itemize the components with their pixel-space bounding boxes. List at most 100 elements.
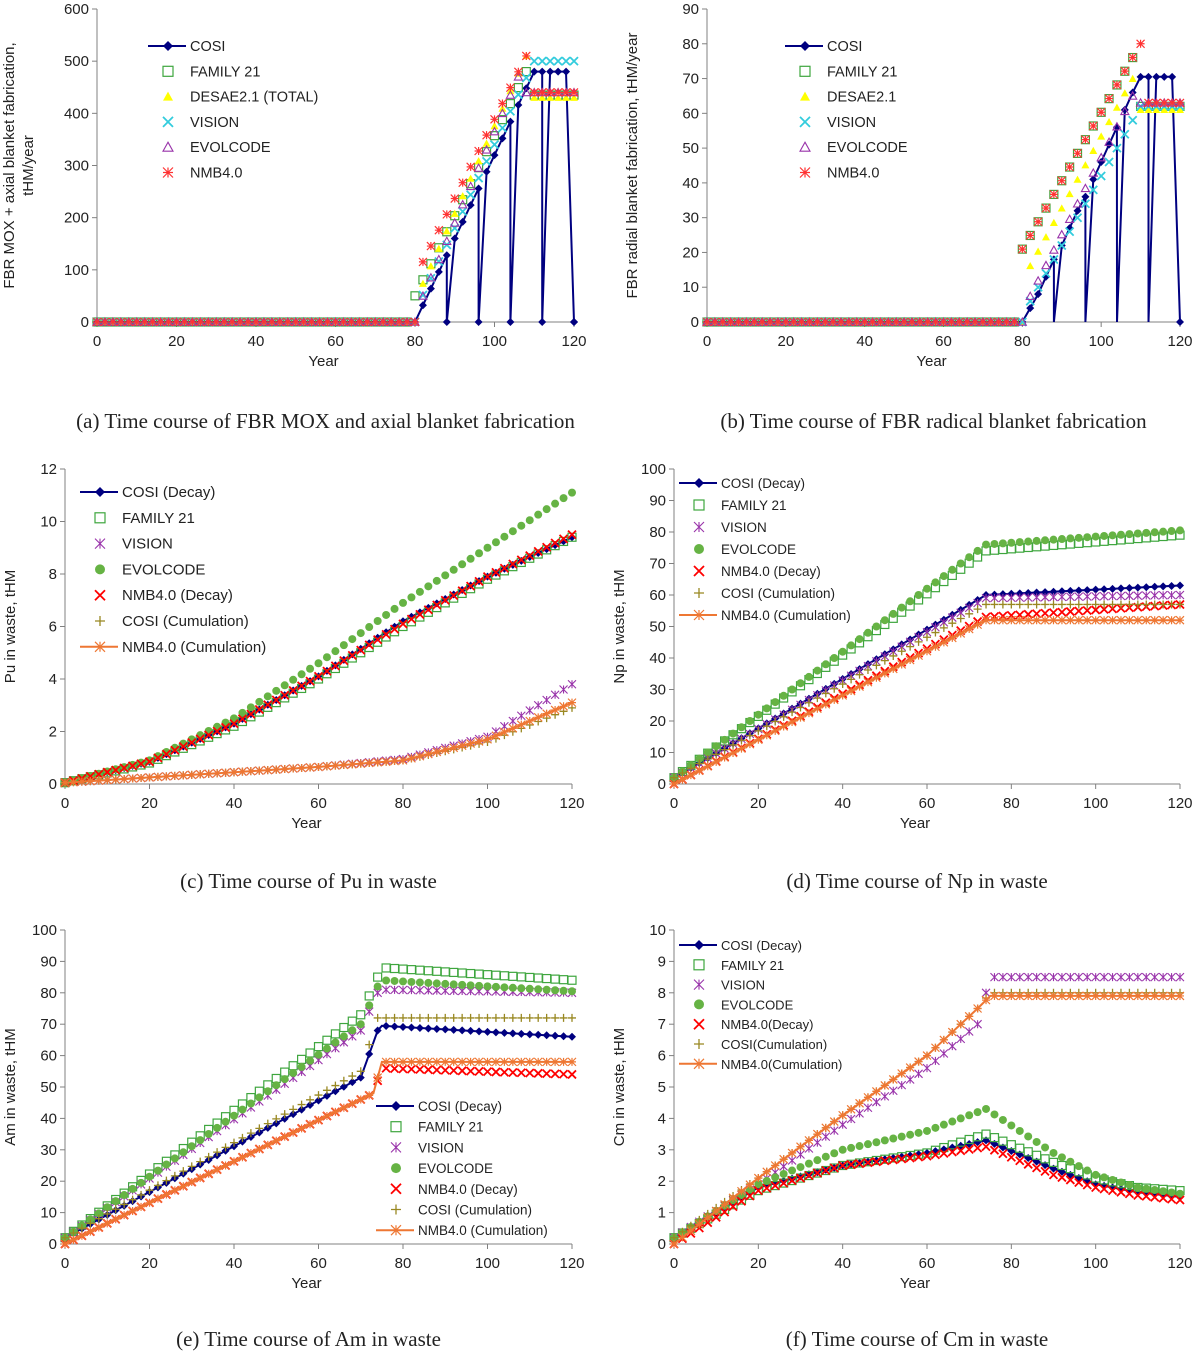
data-point — [542, 695, 552, 705]
data-point — [558, 975, 569, 985]
data-point — [500, 1013, 509, 1022]
data-point — [1015, 1156, 1025, 1166]
data-point — [516, 972, 526, 982]
data-point — [525, 716, 535, 726]
data-point — [204, 1130, 213, 1139]
x-axis-label: Year — [291, 1275, 321, 1292]
data-point — [533, 1057, 543, 1067]
data-point — [449, 1065, 459, 1076]
data-point — [1074, 1162, 1083, 1171]
data-point — [745, 739, 755, 749]
y-tick-label: 30 — [649, 682, 666, 699]
data-point — [1150, 615, 1160, 625]
data-point — [381, 629, 391, 640]
data-point — [346, 317, 356, 327]
data-point — [132, 317, 142, 327]
data-point — [221, 1117, 230, 1126]
data-point — [534, 549, 543, 557]
data-point — [517, 984, 526, 993]
data-point — [694, 766, 704, 776]
data-point — [491, 731, 501, 741]
data-point — [373, 616, 382, 625]
data-point — [219, 317, 229, 327]
data-point — [914, 1069, 923, 1079]
data-point — [546, 67, 555, 76]
data-point — [998, 991, 1008, 1001]
data-point — [1158, 590, 1168, 600]
data-point — [1166, 1194, 1177, 1204]
data-point — [398, 1057, 408, 1067]
y-tick-label: 20 — [649, 713, 666, 730]
data-point — [1057, 592, 1067, 602]
data-point — [434, 256, 444, 267]
data-point — [964, 1144, 974, 1154]
data-point — [754, 726, 763, 735]
data-point — [998, 972, 1008, 982]
data-point — [1057, 204, 1066, 212]
data-point — [981, 995, 991, 1005]
data-point — [457, 1057, 467, 1067]
data-point — [521, 87, 532, 97]
y-tick-label: 10 — [649, 745, 666, 762]
y-tick-label: 80 — [682, 36, 699, 53]
data-point — [399, 977, 407, 986]
data-point — [508, 1013, 517, 1022]
data-point — [1073, 206, 1082, 215]
data-point — [762, 730, 772, 740]
data-point — [69, 1228, 78, 1237]
x-tick-label: 80 — [1003, 795, 1020, 812]
data-point — [211, 317, 221, 327]
legend-swatch-marker — [693, 1058, 705, 1070]
data-point — [322, 1111, 332, 1121]
data-point — [482, 571, 493, 582]
data-point — [538, 93, 547, 101]
data-point — [1159, 600, 1168, 609]
legend-swatch-marker — [694, 940, 704, 950]
data-point — [880, 1155, 889, 1164]
data-point — [458, 192, 467, 200]
data-point — [889, 1134, 898, 1143]
data-point — [703, 748, 712, 757]
data-point — [788, 685, 797, 694]
data-point — [788, 708, 797, 717]
legend: COSI (Decay) FAMILY 21 VISION EVOLCODE NMB4.… — [376, 1099, 548, 1238]
data-point — [1082, 605, 1092, 616]
data-point — [457, 1066, 467, 1076]
data-point — [847, 675, 856, 684]
data-point — [398, 621, 408, 632]
data-point — [1033, 217, 1043, 227]
x-tick-label: 120 — [1167, 333, 1192, 350]
data-point — [1175, 972, 1185, 982]
y-tick-label: 0 — [691, 314, 699, 331]
data-point — [703, 1213, 713, 1223]
data-point — [542, 973, 552, 984]
data-point — [559, 1013, 568, 1022]
data-point — [973, 605, 982, 614]
data-point — [440, 595, 450, 605]
data-point — [1032, 1137, 1041, 1146]
data-point — [491, 1028, 500, 1037]
data-point — [1116, 991, 1126, 1001]
data-point — [821, 1132, 831, 1141]
data-point — [86, 1219, 95, 1228]
data-point — [1049, 254, 1059, 265]
data-point — [1133, 529, 1142, 538]
data-point — [474, 1066, 484, 1077]
data-point — [998, 1149, 1008, 1159]
data-point — [1099, 972, 1109, 982]
legend-swatch-marker — [162, 65, 174, 77]
data-point — [525, 1013, 534, 1022]
data-point — [669, 779, 679, 789]
data-point — [415, 985, 425, 995]
data-point — [271, 1136, 281, 1146]
data-point — [930, 1150, 941, 1160]
data-point — [812, 704, 822, 714]
data-point — [1023, 991, 1033, 1001]
data-point — [196, 1157, 205, 1166]
data-point — [466, 162, 476, 172]
data-point — [525, 1030, 534, 1039]
data-point — [559, 1057, 568, 1067]
data-point — [525, 516, 534, 525]
data-point — [1032, 600, 1041, 609]
